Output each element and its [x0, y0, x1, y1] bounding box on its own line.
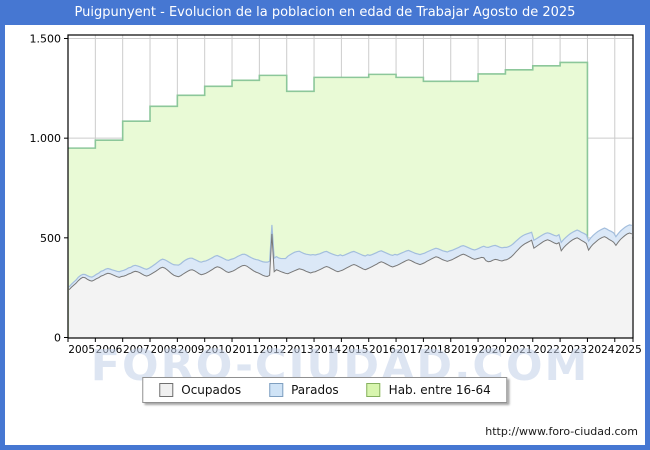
- x-axis-label: 2014: [314, 344, 341, 356]
- x-axis-label: 2013: [287, 344, 314, 356]
- x-axis-label: 2016: [369, 344, 396, 356]
- legend-swatch-ocupados-icon: [159, 383, 174, 397]
- legend-swatch-hab-icon: [366, 383, 381, 397]
- x-axis-label: 2023: [560, 344, 587, 356]
- y-axis-label: 0: [54, 332, 61, 345]
- x-axis-label: 2005: [68, 344, 95, 356]
- x-axis-label: 2009: [178, 344, 205, 356]
- chart-title: Puigpunyent - Evolucion de la poblacion …: [74, 5, 576, 20]
- x-axis-label: 2011: [232, 344, 259, 356]
- title-bar: Puigpunyent - Evolucion de la poblacion …: [0, 0, 650, 25]
- legend-swatch-parados-icon: [269, 383, 284, 397]
- window-frame-right: [645, 0, 650, 450]
- y-axis-label: 1.500: [30, 33, 62, 46]
- x-axis-label: 2019: [451, 344, 478, 356]
- x-axis-label: 2020: [478, 344, 505, 356]
- x-axis-label: 2021: [506, 344, 533, 356]
- legend-label-ocupados: Ocupados: [181, 383, 242, 397]
- x-axis-label: 2022: [533, 344, 560, 356]
- x-axis-label: 2007: [123, 344, 150, 356]
- x-axis-label: 2018: [424, 344, 451, 356]
- x-axis-label: 2024: [588, 344, 615, 356]
- legend-item-parados: Parados: [269, 383, 339, 397]
- x-axis-label: 2010: [205, 344, 232, 356]
- window-frame-left: [0, 0, 5, 450]
- legend-item-hab: Hab. entre 16-64: [366, 383, 491, 397]
- y-axis-label: 500: [40, 232, 61, 245]
- legend: Ocupados Parados Hab. entre 16-64: [142, 377, 508, 403]
- x-axis-label: 2017: [396, 344, 423, 356]
- x-axis-label: 2012: [260, 344, 287, 356]
- window-frame-bottom: [0, 445, 650, 450]
- legend-label-parados: Parados: [291, 383, 339, 397]
- footer-url: http://www.foro-ciudad.com: [485, 425, 638, 438]
- x-axis-label: 2006: [96, 344, 123, 356]
- x-axis-label: 2025: [615, 344, 642, 356]
- x-axis-label: 2015: [342, 344, 369, 356]
- legend-item-ocupados: Ocupados: [159, 383, 241, 397]
- legend-label-hab: Hab. entre 16-64: [388, 383, 491, 397]
- x-axis-label: 2008: [150, 344, 177, 356]
- y-axis-label: 1.000: [30, 132, 62, 145]
